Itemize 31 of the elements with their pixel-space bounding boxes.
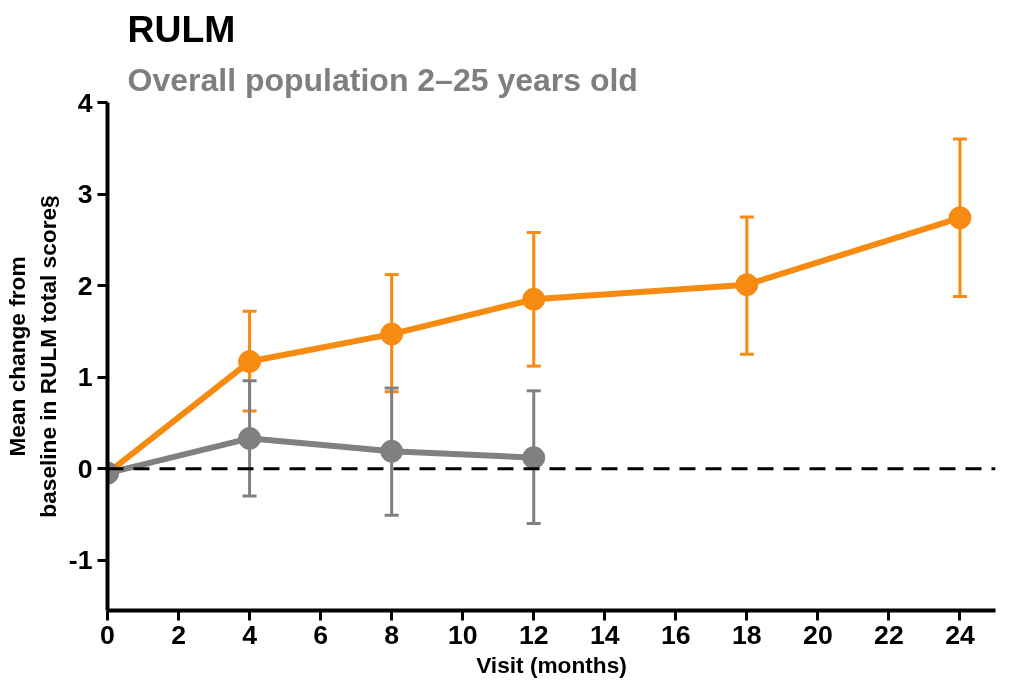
chart-title: RULM	[127, 7, 236, 50]
point	[522, 287, 546, 311]
y-axis-title: Mean change from baseline in RULM total score§	[3, 195, 61, 518]
x-tick-label: 16	[661, 619, 691, 650]
x-axis-title: Visit (months)	[476, 651, 627, 678]
y-tick-label: 0	[77, 453, 93, 484]
x-tick-label: 18	[732, 619, 762, 650]
y-tick-label: 2	[77, 270, 93, 301]
y-tick-label: -1	[68, 545, 93, 576]
point	[522, 446, 546, 470]
point	[238, 426, 262, 450]
x-tick-label: 24	[945, 619, 975, 650]
point	[380, 322, 404, 346]
x-tick-label: 6	[313, 619, 329, 650]
x-tick-label: 22	[874, 619, 904, 650]
chart-subtitle: Overall population 2–25 years old	[127, 61, 638, 98]
y-tick-label: 4	[77, 87, 93, 118]
y-tick-label: 1	[77, 362, 93, 393]
x-tick-label: 8	[384, 619, 400, 650]
x-tick-label: 20	[803, 619, 833, 650]
point	[238, 350, 262, 374]
point	[380, 439, 404, 463]
x-tick-label: 10	[447, 619, 478, 650]
y-tick-label: 3	[77, 179, 93, 210]
x-tick-label: 0	[100, 619, 115, 650]
x-tick-label: 4	[242, 619, 258, 650]
x-tick-label: 2	[171, 619, 186, 650]
x-tick-label: 12	[518, 619, 549, 650]
point	[735, 273, 759, 297]
point	[948, 206, 972, 230]
x-tick-label: 14	[589, 619, 620, 650]
